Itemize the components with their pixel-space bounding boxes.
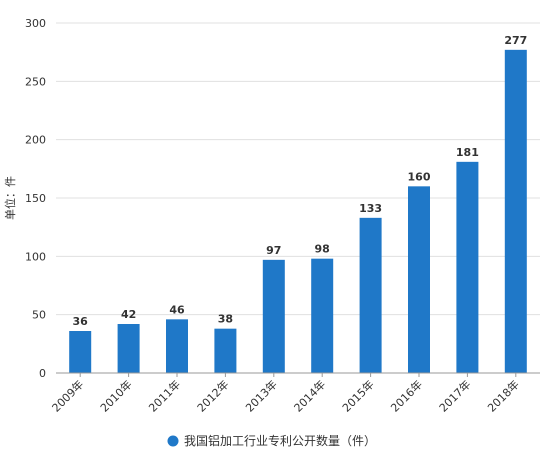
bar xyxy=(359,217,382,373)
bar xyxy=(117,324,140,373)
x-tick-label: 2016年 xyxy=(388,377,425,414)
x-tick-label: 2012年 xyxy=(194,377,231,414)
bars xyxy=(69,49,527,373)
bar xyxy=(311,258,334,373)
legend-label: 我国铝加工行业专利公开数量（件） xyxy=(184,433,376,448)
legend: 我国铝加工行业专利公开数量（件） xyxy=(167,433,376,448)
data-label: 42 xyxy=(121,308,136,321)
x-tick-label: 2013年 xyxy=(242,377,279,414)
x-tick-label: 2011年 xyxy=(146,377,183,414)
bar xyxy=(456,161,479,373)
x-tick-label: 2010年 xyxy=(97,377,134,414)
y-axis-ticks: 0 50 100 150 200 250 300 xyxy=(25,17,46,380)
data-label: 160 xyxy=(408,170,431,183)
x-axis-ticks: 2009年 2010年 2011年 2012年 2013年 2014年 2015年 2016年… xyxy=(49,373,522,415)
bar xyxy=(166,319,188,373)
x-tick-label: 2015年 xyxy=(339,377,376,414)
x-tick-label: 2018年 xyxy=(484,377,521,414)
data-label: 181 xyxy=(456,146,479,159)
y-tick-label: 150 xyxy=(25,192,46,205)
data-label: 36 xyxy=(73,315,89,328)
bar xyxy=(214,328,237,373)
y-axis-label: 单位：件 xyxy=(3,176,17,220)
data-label: 38 xyxy=(218,313,233,326)
x-tick-label: 2014年 xyxy=(291,377,328,414)
y-tick-label: 100 xyxy=(25,250,46,263)
bar xyxy=(262,259,285,373)
data-label: 97 xyxy=(266,244,281,257)
bar xyxy=(408,186,430,373)
y-tick-label: 200 xyxy=(25,134,46,147)
x-tick-label: 2009年 xyxy=(49,377,86,414)
data-label: 98 xyxy=(315,243,330,256)
bar xyxy=(69,331,92,373)
y-tick-label: 300 xyxy=(25,17,46,30)
y-tick-label: 0 xyxy=(39,367,46,380)
y-tick-label: 250 xyxy=(25,75,46,88)
y-tick-label: 50 xyxy=(32,309,46,322)
x-tick-label: 2017年 xyxy=(436,377,473,414)
data-label: 133 xyxy=(359,202,382,215)
data-label: 46 xyxy=(169,303,185,316)
legend-marker xyxy=(167,435,179,447)
bar xyxy=(504,49,527,373)
data-labels: 36 42 46 38 97 98 133 160 181 277 xyxy=(73,34,528,328)
data-label: 277 xyxy=(504,34,527,47)
